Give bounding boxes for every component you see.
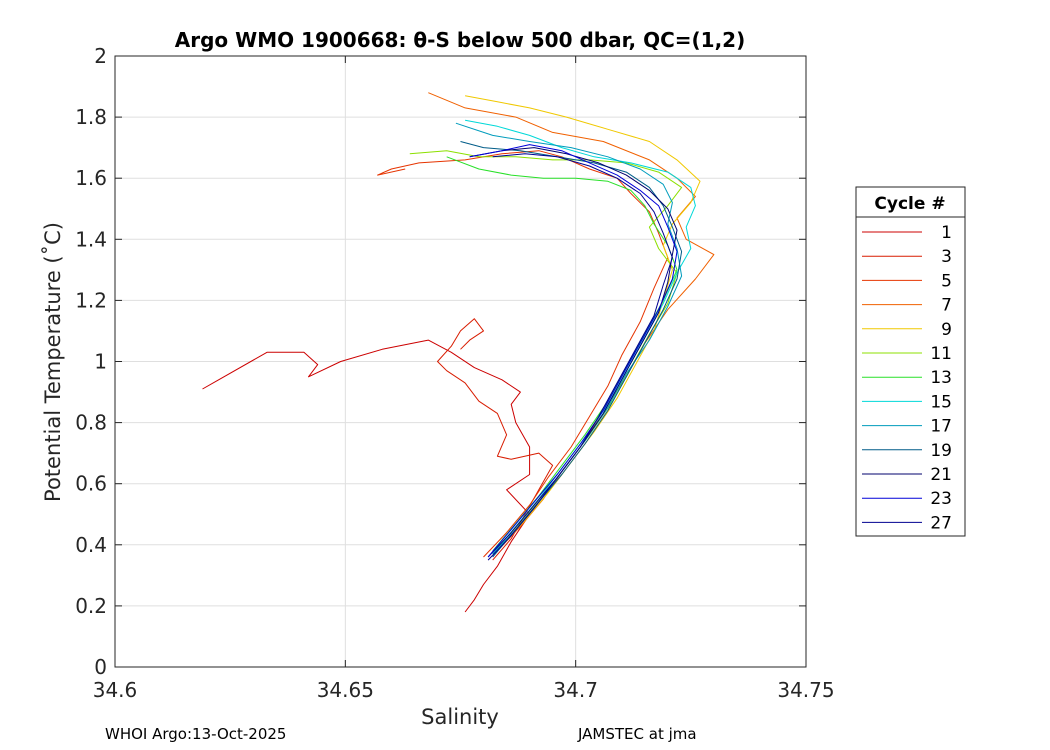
footer-right: JAMSTEC at jma [578,725,697,743]
legend-label-cycle-17: 17 [930,417,952,437]
x-tick-label: 34.75 [777,678,834,702]
series-layer [202,92,715,613]
y-tick-label: 2 [94,44,107,68]
y-tick-label: 1.2 [75,288,107,312]
legend-label-cycle-19: 19 [930,441,952,461]
legend-label-cycle-5: 5 [941,271,952,291]
y-tick-label: 1.6 [75,166,107,190]
y-tick-label: 1.8 [75,105,107,129]
legend-label-cycle-3: 3 [941,247,952,267]
y-tick-label: 0.8 [75,411,107,435]
axis-ticks: 34.6 34.65 34.7 34.75 0 0.2 0.4 0.6 0.8 1 1.2 1.4 1.… [75,44,834,702]
legend-label-cycle-7: 7 [941,296,952,316]
y-tick-label: 1 [94,350,107,374]
legend-label-cycle-1: 1 [941,223,952,243]
chart-title: Argo WMO 1900668: θ-S below 500 dbar, QC… [175,28,745,52]
x-axis-label: Salinity [421,705,499,729]
legend-label-cycle-27: 27 [930,513,952,533]
series-line-cycle-27 [487,153,673,561]
x-tick-label: 34.7 [553,678,598,702]
legend-label-cycle-15: 15 [930,392,952,412]
legend-box [855,186,966,537]
y-tick-label: 0.2 [75,594,107,618]
y-axis-label: Potential Temperature (˚C) [41,222,65,502]
series-line-cycle-1 [202,339,531,613]
x-tick-label: 34.6 [93,678,138,702]
series-line-cycle-19 [460,141,683,558]
series-line-cycle-3 [437,318,554,561]
x-tick-label: 34.65 [317,678,374,702]
legend-label-cycle-11: 11 [930,344,952,364]
legend-title: Cycle # [874,194,945,214]
footer-left: WHOI Argo:13-Oct-2025 [105,725,287,743]
y-tick-label: 0 [94,655,107,679]
legend-label-cycle-13: 13 [930,368,952,388]
legend-label-cycle-9: 9 [941,320,952,340]
y-tick-label: 1.4 [75,227,107,251]
y-tick-label: 0.4 [75,533,107,557]
legend-label-cycle-23: 23 [930,489,952,509]
legend-label-cycle-21: 21 [930,465,952,485]
y-tick-label: 0.6 [75,472,107,496]
series-line-cycle-23 [469,144,678,558]
